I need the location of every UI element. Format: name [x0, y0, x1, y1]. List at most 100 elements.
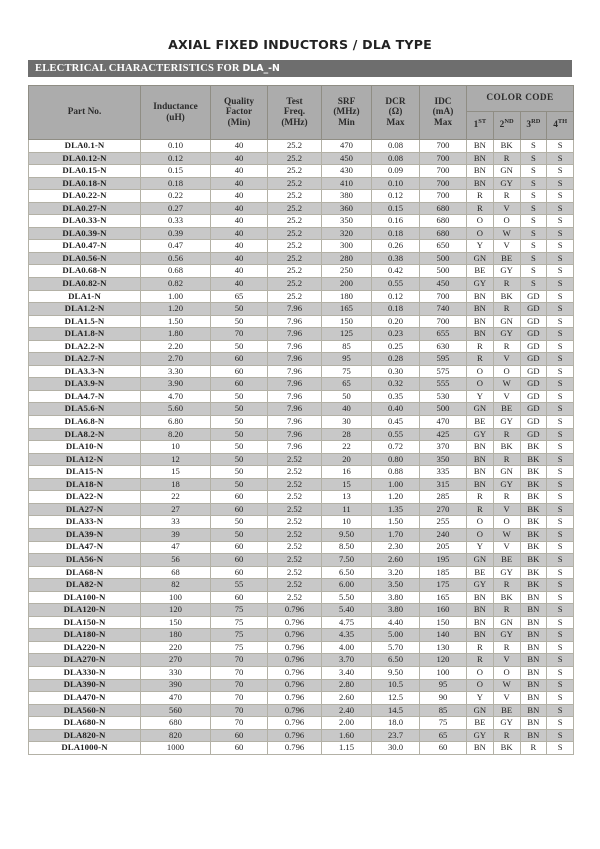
cell-color-3rd: GD	[519, 339, 548, 354]
cell-dcr: 1.50	[371, 515, 420, 529]
cell-color-1st: BN	[466, 741, 494, 755]
cell-dcr: 0.30	[371, 364, 420, 379]
cell-color-4th: S	[546, 452, 575, 467]
cell-color-2nd: BE	[492, 553, 521, 567]
cell-srf: 5.40	[321, 603, 372, 617]
table-row: DLA680-N 680 70 0.796 2.00 18.0 75 BE GY BN S	[28, 716, 575, 730]
cell-part-no: DLA270-N	[28, 653, 141, 667]
cell-color-2nd: W	[492, 377, 521, 391]
cell-quality: 50	[210, 440, 268, 454]
cell-color-4th: S	[546, 327, 575, 341]
table-body: DLA0.1-N 0.10 40 25.2 470 0.08 700 BN BK S S DLA0.1…	[28, 139, 575, 755]
cell-dcr: 9.50	[371, 665, 420, 680]
cell-color-4th: S	[546, 515, 575, 529]
cell-dcr: 2.60	[371, 553, 420, 567]
cell-color-3rd: S	[519, 214, 548, 228]
cell-part-no: DLA33-N	[28, 515, 141, 529]
cell-part-no: DLA8.2-N	[28, 427, 141, 442]
cell-srf: 65	[321, 377, 372, 391]
cell-dcr: 0.08	[371, 139, 420, 153]
cell-color-2nd: GY	[492, 176, 521, 191]
cell-idc: 655	[419, 327, 467, 341]
cell-srf: 1.15	[321, 741, 372, 755]
table-row: DLA39-N 39 50 2.52 9.50 1.70 240 O W BK S	[28, 527, 575, 542]
cell-quality: 50	[210, 515, 268, 529]
cell-inductance: 82	[140, 578, 211, 592]
cell-dcr: 3.80	[371, 590, 420, 605]
cell-quality: 40	[210, 226, 268, 241]
cell-test-freq: 0.796	[267, 640, 322, 655]
cell-test-freq: 25.2	[267, 289, 322, 304]
cell-color-4th: S	[546, 201, 575, 216]
cell-test-freq: 2.52	[267, 515, 322, 529]
cell-quality: 70	[210, 665, 268, 680]
cell-color-2nd: GY	[492, 716, 521, 730]
cell-quality: 65	[210, 289, 268, 304]
cell-color-1st: BN	[466, 164, 494, 178]
header-idc: IDC (mA) Max	[419, 85, 467, 140]
cell-inductance: 100	[140, 590, 211, 605]
cell-test-freq: 7.96	[267, 352, 322, 366]
cell-quality: 70	[210, 678, 268, 693]
cell-srf: 40	[321, 402, 372, 417]
cell-color-2nd: BE	[492, 703, 521, 718]
cell-color-2nd: BE	[492, 402, 521, 417]
spec-table-wrapper: Part No. Inductance (uH) Quality Factor …	[28, 85, 575, 755]
cell-quality: 50	[210, 465, 268, 479]
cell-color-2nd: R	[492, 640, 521, 655]
table-row: DLA3.9-N 3.90 60 7.96 65 0.32 555 O W GD S	[28, 377, 575, 391]
cell-idc: 470	[419, 415, 467, 429]
cell-color-3rd: S	[519, 189, 548, 203]
cell-part-no: DLA56-N	[28, 553, 141, 567]
cell-part-no: DLA0.56-N	[28, 251, 141, 266]
table-row: DLA0.1-N 0.10 40 25.2 470 0.08 700 BN BK S S	[28, 139, 575, 153]
cell-color-2nd: BK	[492, 590, 521, 605]
cell-test-freq: 25.2	[267, 277, 322, 291]
cell-quality: 40	[210, 139, 268, 153]
cell-color-2nd: BK	[492, 741, 521, 755]
table-row: DLA330-N 330 70 0.796 3.40 9.50 100 O O BN S	[28, 665, 575, 680]
cell-part-no: DLA680-N	[28, 716, 141, 730]
cell-color-4th: S	[546, 415, 575, 429]
cell-color-4th: S	[546, 302, 575, 316]
table-row: DLA0.27-N 0.27 40 25.2 360 0.15 680 R V S S	[28, 201, 575, 216]
table-row: DLA2.7-N 2.70 60 7.96 95 0.28 595 R V GD S	[28, 352, 575, 366]
cell-color-1st: O	[466, 515, 494, 529]
cell-idc: 175	[419, 578, 467, 592]
cell-inductance: 0.12	[140, 151, 211, 166]
cell-dcr: 5.70	[371, 640, 420, 655]
cell-inductance: 560	[140, 703, 211, 718]
cell-srf: 2.80	[321, 678, 372, 693]
cell-srf: 150	[321, 314, 372, 329]
cell-dcr: 0.80	[371, 452, 420, 467]
cell-color-2nd: V	[492, 389, 521, 404]
cell-srf: 165	[321, 302, 372, 316]
header-quality-line1: Quality	[224, 96, 254, 107]
cell-color-1st: BN	[466, 590, 494, 605]
cell-color-1st: GN	[466, 251, 494, 266]
table-row: DLA0.68-N 0.68 40 25.2 250 0.42 500 BE GY S S	[28, 264, 575, 278]
cell-part-no: DLA120-N	[28, 603, 141, 617]
cell-dcr: 0.10	[371, 176, 420, 191]
cell-color-4th: S	[546, 578, 575, 592]
cc1-ordinal: ST	[478, 118, 487, 126]
cell-color-1st: BN	[466, 151, 494, 166]
cell-quality: 70	[210, 691, 268, 705]
table-row: DLA5.6-N 5.60 50 7.96 40 0.40 500 GN BE GD S	[28, 402, 575, 417]
cell-color-1st: R	[466, 201, 494, 216]
table-row: DLA0.82-N 0.82 40 25.2 200 0.55 450 GY R S S	[28, 277, 575, 291]
cell-color-4th: S	[546, 251, 575, 266]
cell-srf: 6.50	[321, 565, 372, 580]
table-row: DLA120-N 120 75 0.796 5.40 3.80 160 BN R BN S	[28, 603, 575, 617]
cell-idc: 700	[419, 314, 467, 329]
cell-test-freq: 0.796	[267, 741, 322, 755]
cell-color-3rd: BK	[519, 490, 548, 504]
cell-inductance: 1.00	[140, 289, 211, 304]
cell-idc: 85	[419, 703, 467, 718]
cell-dcr: 10.5	[371, 678, 420, 693]
cell-inductance: 33	[140, 515, 211, 529]
cell-color-3rd: BK	[519, 515, 548, 529]
cell-part-no: DLA10-N	[28, 440, 141, 454]
cell-inductance: 330	[140, 665, 211, 680]
cell-srf: 380	[321, 189, 372, 203]
